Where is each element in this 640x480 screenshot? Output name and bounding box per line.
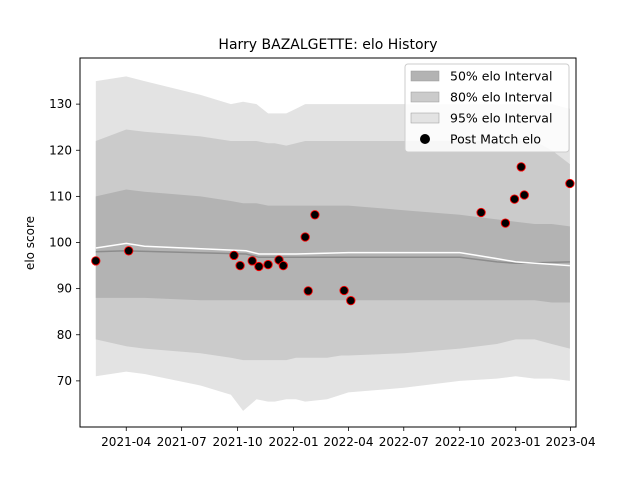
post-match-elo-point xyxy=(300,232,310,242)
plot-area xyxy=(91,76,575,411)
x-axis: 2021-04 2021-07 2021-10 2022-01 2022-04 2022-… xyxy=(101,427,596,449)
legend-box xyxy=(404,63,570,153)
legend-marker-points xyxy=(420,134,430,144)
post-match-elo-point xyxy=(339,285,349,296)
x-tick-label: 2022-01 xyxy=(269,435,319,449)
chart-title: Harry BAZALGETTE: elo History xyxy=(218,37,437,53)
post-match-elo-point xyxy=(235,260,245,271)
x-tick-label: 2021-04 xyxy=(101,435,151,449)
mean-elo-line xyxy=(95,242,570,267)
band-50-interval xyxy=(95,189,570,303)
x-tick-label: 2022-07 xyxy=(379,435,429,449)
post-match-elo-point xyxy=(278,260,288,271)
y-tick-label: 130 xyxy=(49,97,72,111)
legend-label: 80% elo Interval xyxy=(450,90,552,105)
legend-label: 95% elo Interval xyxy=(450,111,552,126)
x-tick-label: 2022-04 xyxy=(323,435,373,449)
x-tick-label: 2021-07 xyxy=(157,435,207,449)
y-tick-label: 80 xyxy=(57,328,72,342)
legend-label: Post Match elo xyxy=(450,132,541,147)
post-match-elo-point xyxy=(254,261,264,272)
legend-swatch-band80 xyxy=(410,91,440,103)
post-match-elo-point xyxy=(303,286,313,296)
post-match-elo-point xyxy=(124,246,134,256)
post-match-elo-point xyxy=(476,207,486,218)
y-axis-label: elo score xyxy=(23,216,37,270)
post-match-elo-point xyxy=(519,190,529,200)
post-match-elo-point xyxy=(500,218,511,228)
post-match-elo-point xyxy=(516,162,526,172)
post-match-elo-point xyxy=(346,295,356,306)
legend-swatch-band50 xyxy=(410,70,440,82)
y-tick-label: 110 xyxy=(49,189,72,203)
y-axis: 70 80 90 100 110 120 130 xyxy=(49,97,80,388)
legend-label: 50% elo Interval xyxy=(450,69,552,84)
y-tick-label: 70 xyxy=(57,374,72,388)
post-match-elo-point xyxy=(91,256,101,266)
y-tick-label: 100 xyxy=(49,236,72,250)
post-match-elo-point xyxy=(509,194,520,204)
y-tick-label: 90 xyxy=(57,282,72,296)
legend-swatch-band95 xyxy=(410,112,440,124)
x-tick-label: 2023-01 xyxy=(491,435,541,449)
y-tick-label: 120 xyxy=(49,143,72,157)
post-match-elo-point xyxy=(565,178,575,189)
legend: 50% elo Interval 80% elo Interval 95% elo … xyxy=(404,63,570,153)
median-elo-line xyxy=(95,250,570,265)
x-tick-label: 2022-10 xyxy=(435,435,485,449)
x-tick-label: 2021-10 xyxy=(213,435,263,449)
post-match-elo-point xyxy=(310,210,320,220)
post-match-elo-point xyxy=(247,256,257,266)
post-match-elo-point xyxy=(263,259,273,270)
x-tick-label: 2023-04 xyxy=(545,435,595,449)
post-match-elo-point xyxy=(229,250,239,261)
